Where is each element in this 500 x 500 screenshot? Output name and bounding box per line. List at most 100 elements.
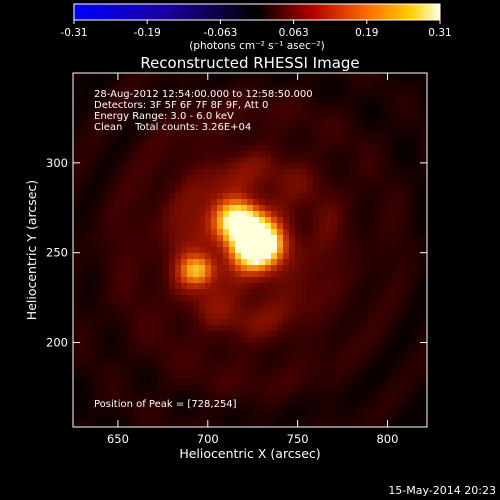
- heatmap-cell: [421, 403, 427, 410]
- heatmap-cell: [217, 181, 224, 188]
- heatmap-cell: [379, 313, 386, 320]
- heatmap-cell: [169, 175, 176, 182]
- heatmap-cell: [139, 139, 146, 146]
- heatmap-cell: [79, 415, 86, 422]
- heatmap-cell: [379, 157, 386, 164]
- heatmap-cell: [115, 289, 122, 296]
- heatmap-cell: [409, 385, 416, 392]
- heatmap-cell: [205, 175, 212, 182]
- heatmap-cell: [241, 121, 248, 128]
- heatmap-cell: [121, 121, 128, 128]
- heatmap-cell: [337, 361, 344, 368]
- heatmap-cell: [265, 349, 272, 356]
- heatmap-cell: [421, 133, 427, 140]
- heatmap-cell: [409, 271, 416, 278]
- heatmap-cell: [91, 283, 98, 290]
- heatmap-cell: [397, 313, 404, 320]
- heatmap-cell: [361, 385, 368, 392]
- heatmap-cell: [199, 79, 206, 86]
- heatmap-cell: [163, 307, 170, 314]
- heatmap-cell: [187, 253, 194, 260]
- heatmap-cell: [139, 103, 146, 110]
- colorbar-ticks: -0.31 -0.19 -0.063 0.063 0.19 0.31: [60, 20, 452, 39]
- heatmap-cell: [235, 73, 242, 80]
- heatmap-cell: [367, 175, 374, 182]
- heatmap-cell: [193, 187, 200, 194]
- heatmap-cell: [205, 283, 212, 290]
- heatmap-cell: [97, 253, 104, 260]
- heatmap-cell: [397, 331, 404, 338]
- heatmap-cell: [79, 73, 86, 80]
- heatmap-cell: [325, 85, 332, 92]
- heatmap-cell: [307, 295, 314, 302]
- heatmap-cell: [277, 115, 284, 122]
- heatmap-cell: [415, 85, 422, 92]
- heatmap-cell: [355, 421, 362, 427]
- heatmap-cell: [241, 223, 248, 230]
- heatmap-cell: [271, 277, 278, 284]
- heatmap-cell: [175, 277, 182, 284]
- heatmap-cell: [349, 157, 356, 164]
- heatmap-cell: [361, 241, 368, 248]
- heatmap-cell: [337, 169, 344, 176]
- heatmap-cell: [103, 121, 110, 128]
- heatmap-cell: [133, 229, 140, 236]
- heatmap-cell: [235, 115, 242, 122]
- heatmap-cell: [337, 259, 344, 266]
- heatmap-cell: [121, 247, 128, 254]
- heatmap-cell: [277, 181, 284, 188]
- heatmap-cell: [403, 307, 410, 314]
- heatmap-cell: [361, 289, 368, 296]
- heatmap-cell: [403, 109, 410, 116]
- heatmap-cell: [271, 175, 278, 182]
- heatmap-cell: [337, 307, 344, 314]
- heatmap-cell: [361, 277, 368, 284]
- heatmap-cell: [325, 229, 332, 236]
- heatmap-cell: [217, 373, 224, 380]
- heatmap-cell: [223, 109, 230, 116]
- heatmap-cell: [139, 271, 146, 278]
- heatmap-cell: [379, 265, 386, 272]
- heatmap-cell: [343, 73, 350, 80]
- heatmap-cell: [265, 115, 272, 122]
- heatmap-cell: [223, 355, 230, 362]
- heatmap-cell: [361, 349, 368, 356]
- heatmap-cell: [115, 301, 122, 308]
- heatmap-cell: [169, 421, 176, 427]
- heatmap-cell: [121, 169, 128, 176]
- heatmap-cell: [259, 421, 266, 427]
- heatmap-cell: [121, 229, 128, 236]
- heatmap-cell: [361, 103, 368, 110]
- heatmap-cell: [349, 319, 356, 326]
- heatmap-cell: [211, 175, 218, 182]
- heatmap-cell: [133, 325, 140, 332]
- heatmap-cell: [103, 343, 110, 350]
- heatmap-cell: [97, 127, 104, 134]
- heatmap-cell: [373, 283, 380, 290]
- heatmap-cell: [253, 127, 260, 134]
- heatmap-cell: [205, 307, 212, 314]
- heatmap-cell: [163, 325, 170, 332]
- heatmap-cell: [229, 181, 236, 188]
- heatmap-cell: [235, 247, 242, 254]
- heatmap-cell: [211, 421, 218, 427]
- heatmap-cell: [115, 157, 122, 164]
- heatmap-cell: [145, 187, 152, 194]
- heatmap-cell: [373, 175, 380, 182]
- heatmap-cell: [397, 391, 404, 398]
- heatmap-cell: [151, 199, 158, 206]
- heatmap-cell: [169, 187, 176, 194]
- heatmap-cell: [223, 103, 230, 110]
- heatmap-cell: [151, 379, 158, 386]
- heatmap-cell: [181, 343, 188, 350]
- heatmap-cell: [229, 385, 236, 392]
- heatmap-cell: [193, 283, 200, 290]
- heatmap-cell: [367, 349, 374, 356]
- heatmap-cell: [289, 193, 296, 200]
- heatmap-cell: [109, 85, 116, 92]
- heatmap-cell: [415, 313, 422, 320]
- heatmap-cell: [97, 151, 104, 158]
- heatmap-cell: [97, 157, 104, 164]
- heatmap-cell: [415, 91, 422, 98]
- heatmap-cell: [421, 175, 427, 182]
